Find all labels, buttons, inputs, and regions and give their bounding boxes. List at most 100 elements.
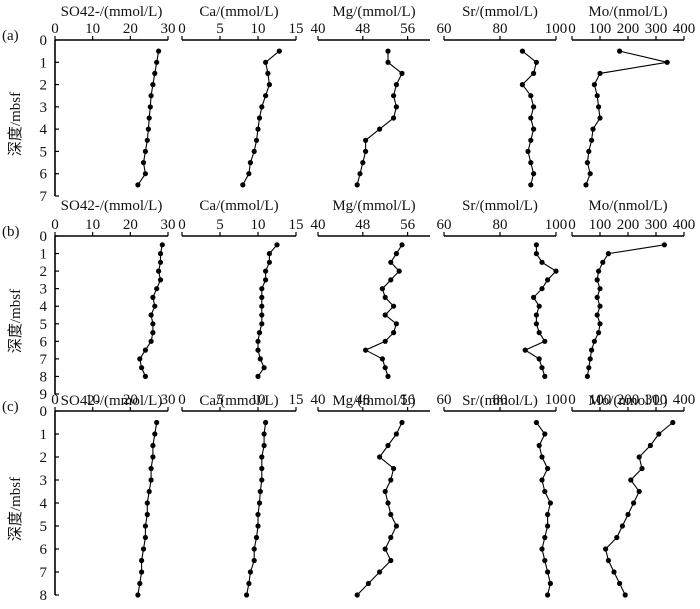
data-point bbox=[596, 104, 602, 110]
subplot-5: Mo/(nmol/L) 0 100 200 300 400 bbox=[568, 4, 695, 188]
data-point bbox=[360, 160, 366, 166]
subplot-4: Sr/(mmol/L) 60 80 100 bbox=[437, 392, 567, 598]
data-point bbox=[536, 303, 542, 309]
x-tick-label: 60 bbox=[437, 217, 452, 233]
subplot-1: SO42-/(mmol/L)0 10 20 30 bbox=[51, 392, 176, 598]
data-point bbox=[661, 242, 668, 248]
data-point bbox=[255, 126, 261, 132]
data-point bbox=[146, 488, 152, 495]
data-point bbox=[255, 338, 261, 344]
data-point bbox=[142, 148, 148, 154]
data-point bbox=[247, 160, 253, 166]
data-point bbox=[591, 338, 598, 344]
subplot-5: Mo/(nmol/L) 0 100 200 300 400 bbox=[568, 198, 695, 379]
data-point bbox=[148, 312, 154, 318]
data-point bbox=[533, 242, 540, 248]
subplot-3: Mg/(mmol/L) 40 48 56 bbox=[311, 198, 430, 379]
x-axis-title: Ca/(mmol/L) bbox=[199, 393, 278, 409]
data-point bbox=[255, 347, 261, 353]
data-point bbox=[148, 338, 154, 344]
data-point bbox=[385, 373, 391, 379]
x-tick-label: 30 bbox=[161, 392, 176, 408]
data-point bbox=[152, 303, 158, 309]
subplot-5: Mo/(nmol/L) 0 100 200 300 400 bbox=[568, 392, 695, 598]
data-point bbox=[536, 442, 542, 449]
data-point bbox=[533, 419, 540, 426]
data-point bbox=[596, 268, 602, 274]
data-point bbox=[533, 321, 540, 327]
data-point bbox=[528, 137, 534, 143]
data-point bbox=[587, 171, 593, 177]
x-tick-label: 300 bbox=[645, 21, 668, 37]
x-tick-label: 0 bbox=[51, 392, 59, 408]
data-point bbox=[259, 294, 265, 300]
data-point bbox=[636, 488, 642, 495]
data-point bbox=[363, 137, 369, 143]
data-point bbox=[261, 365, 267, 371]
data-point bbox=[259, 286, 265, 292]
subplot-4: Sr/(mmol/L) 60 80 100 bbox=[437, 4, 567, 188]
data-point bbox=[157, 277, 164, 283]
data-point bbox=[251, 557, 257, 564]
data-point bbox=[605, 557, 612, 564]
data-point bbox=[247, 569, 253, 575]
data-point bbox=[255, 373, 261, 379]
data-point bbox=[150, 442, 156, 449]
data-point bbox=[257, 356, 263, 362]
data-point bbox=[611, 569, 617, 575]
depth-tick-label: 2 bbox=[40, 264, 48, 280]
data-point bbox=[622, 592, 628, 598]
x-tick-label: 100 bbox=[589, 392, 612, 408]
data-point bbox=[542, 431, 548, 437]
x-tick-label: 20 bbox=[123, 392, 138, 408]
data-point bbox=[393, 251, 399, 257]
x-axis-title: SO42-/(mmol/L) bbox=[61, 4, 163, 20]
data-point bbox=[259, 104, 265, 110]
x-tick-label: 300 bbox=[645, 217, 668, 233]
depth-tick-label: 7 bbox=[40, 189, 48, 205]
data-point bbox=[363, 148, 369, 154]
data-point bbox=[388, 259, 394, 265]
data-point bbox=[631, 500, 637, 506]
depth-tick-label: 2 bbox=[40, 78, 48, 94]
data-point bbox=[542, 534, 548, 541]
x-axis-title: Ca/(mmol/L) bbox=[199, 4, 278, 20]
depth-tick-label: 6 bbox=[40, 542, 48, 558]
data-point bbox=[382, 365, 388, 371]
data-point bbox=[263, 93, 269, 99]
data-point bbox=[256, 500, 263, 506]
x-tick-label: 100 bbox=[545, 217, 568, 233]
data-point bbox=[522, 347, 528, 353]
data-point bbox=[253, 137, 260, 143]
data-point bbox=[379, 356, 385, 362]
data-point bbox=[265, 70, 271, 76]
data-point bbox=[539, 286, 545, 292]
data-point bbox=[597, 321, 603, 327]
data-point bbox=[586, 148, 592, 154]
data-point bbox=[276, 48, 282, 54]
data-point bbox=[531, 126, 537, 132]
x-tick-label: 48 bbox=[355, 21, 370, 37]
data-point bbox=[584, 160, 591, 166]
data-point bbox=[150, 321, 156, 327]
data-point bbox=[259, 465, 265, 472]
data-point bbox=[594, 277, 600, 283]
data-point bbox=[647, 442, 654, 449]
data-point bbox=[148, 465, 154, 472]
data-point bbox=[377, 126, 383, 132]
profile-line bbox=[364, 244, 403, 377]
data-point bbox=[399, 70, 405, 76]
data-point bbox=[597, 286, 603, 292]
data-point bbox=[597, 115, 603, 121]
data-point bbox=[255, 523, 261, 529]
data-point bbox=[393, 523, 399, 529]
data-point bbox=[385, 500, 391, 506]
data-point bbox=[382, 488, 388, 495]
data-point bbox=[263, 419, 269, 426]
depth-tick-label: 1 bbox=[40, 55, 48, 71]
data-point bbox=[617, 580, 623, 587]
data-point bbox=[670, 419, 676, 426]
data-point bbox=[259, 303, 265, 309]
